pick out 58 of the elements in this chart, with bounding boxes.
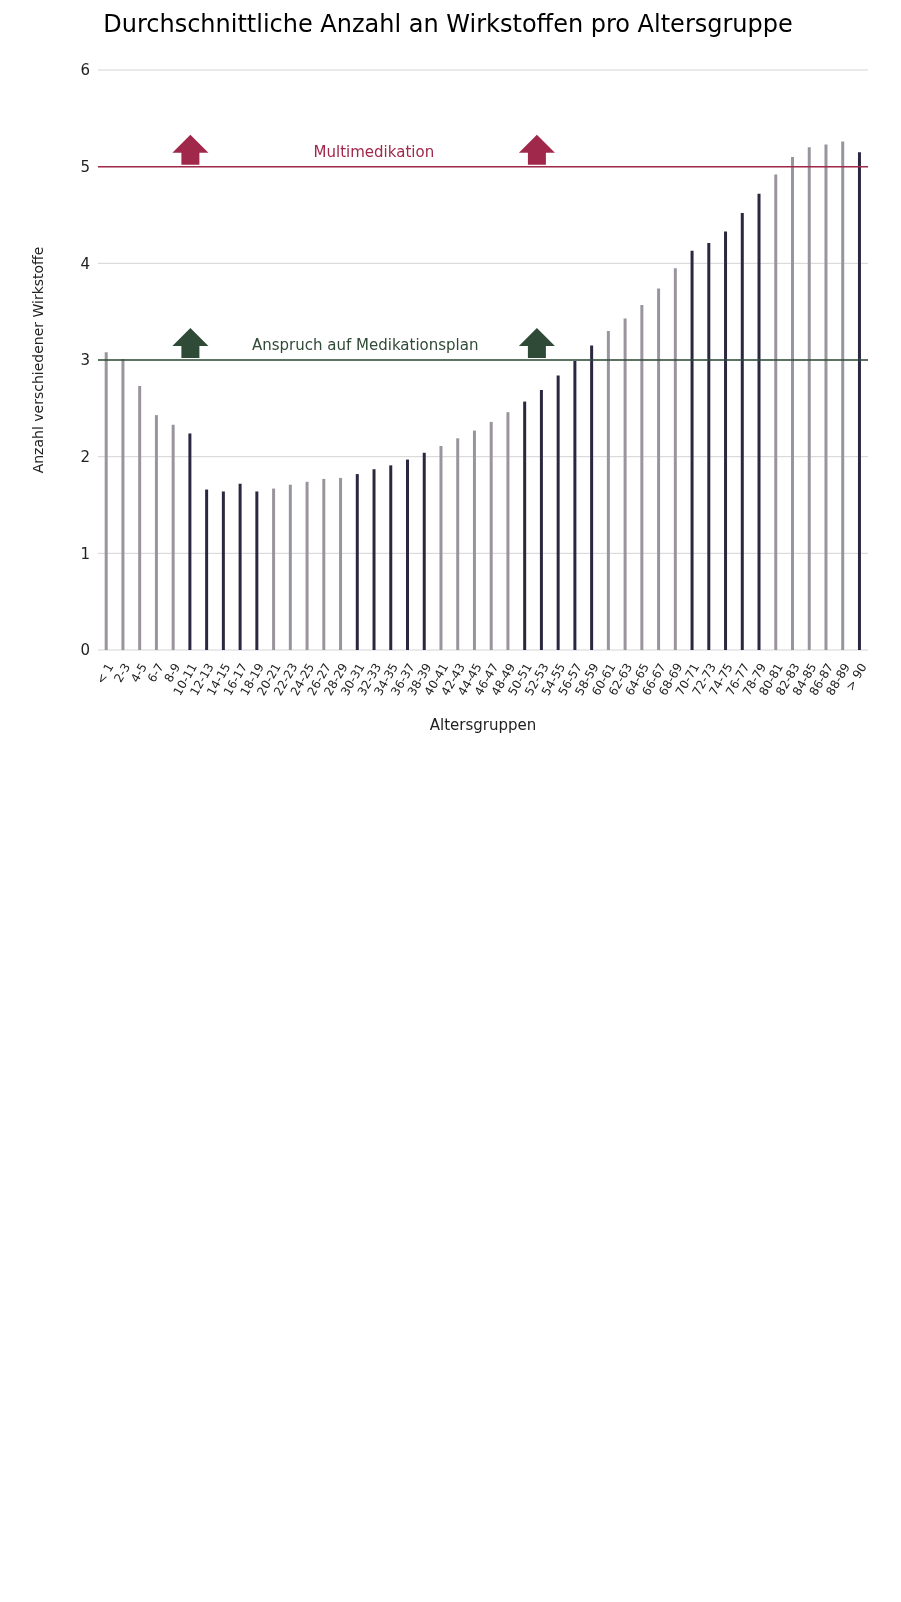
bar [272,488,276,650]
bar [606,331,610,650]
y-tick-label: 2 [80,447,90,466]
bar [439,446,443,650]
bar [154,415,158,650]
bar [690,250,694,650]
bar [841,141,845,650]
bar [121,359,125,650]
bar [456,438,460,650]
y-tick-label: 1 [80,544,90,563]
bar [138,386,142,650]
bar [422,452,426,650]
bar [288,484,292,650]
ref-line-label: Anspruch auf Medikationsplan [252,336,479,354]
bar [406,459,409,650]
chart-title: Durchschnittliche Anzahl an Wirkstoffen pro Altersgruppe [102,10,794,38]
bar [640,304,644,650]
bar [590,345,594,650]
x-axis-title: Altersgruppen [429,716,537,734]
bar [857,152,861,650]
bar [623,318,627,650]
bar [372,469,376,650]
bar [724,231,728,650]
bar [757,193,761,650]
y-tick-label: 4 [80,254,90,273]
y-tick-label: 5 [80,157,90,176]
bar [255,491,259,650]
bar [556,375,560,650]
bar [389,465,393,650]
bar [339,477,343,650]
bar [171,424,175,650]
bar [807,147,811,650]
bar [740,213,744,650]
bar [205,489,209,650]
bar [791,157,794,650]
bar [221,491,225,650]
bar [355,474,359,650]
bar [506,412,510,650]
y-tick-label: 0 [80,641,90,660]
bar [188,433,192,650]
bar [824,144,828,650]
bar [673,268,677,650]
bar [104,352,108,650]
bar [472,430,476,650]
y-axis-title: Anzahl verschiedener Wirkstoffe [29,246,46,474]
y-tick-label: 3 [80,351,90,370]
bar [707,243,711,650]
y-tick-label: 6 [80,61,90,80]
bar [774,174,778,650]
bar [523,401,527,650]
ref-line-label: Multimedikation [313,142,435,161]
bar [539,389,543,650]
bar [305,481,309,650]
bar [573,360,577,650]
bar [489,421,493,650]
bar [238,483,242,650]
bar [322,478,326,650]
bar [657,288,661,650]
